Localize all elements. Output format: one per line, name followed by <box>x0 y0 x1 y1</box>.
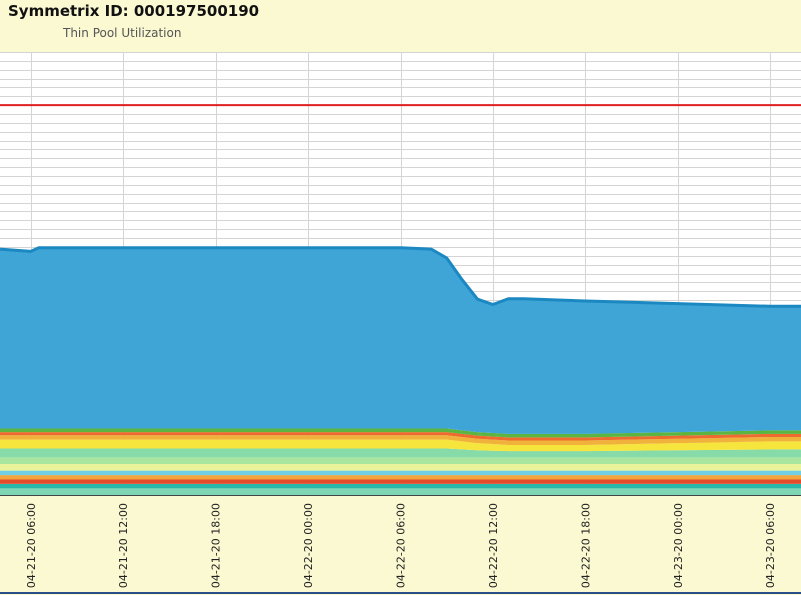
thin-pool-utilization-chart: 04-21-20 06:00 04-21-20 12:00 04-21-20 18:… <box>0 52 801 588</box>
x-tick-label: 04-21-20 06:00 <box>25 503 38 588</box>
x-tick-label: 04-22-20 18:00 <box>579 503 592 588</box>
area-series-10 <box>0 435 801 445</box>
x-tick-label: 04-23-20 00:00 <box>672 503 685 588</box>
area-series-2 <box>0 483 801 489</box>
area-series-1 <box>0 488 801 495</box>
bottom-border <box>0 592 801 594</box>
area-series-7 <box>0 457 801 464</box>
chart-subtitle: Thin Pool Utilization <box>63 26 182 40</box>
chart-header: Symmetrix ID: 000197500190 Thin Pool Uti… <box>0 0 801 52</box>
x-tick-label: 04-22-20 12:00 <box>487 503 500 588</box>
area-series-13 <box>0 247 801 434</box>
chart-title: Symmetrix ID: 000197500190 <box>8 2 260 20</box>
x-tick-label: 04-22-20 00:00 <box>302 503 315 588</box>
area-series-9 <box>0 439 801 452</box>
area-series-11 <box>0 432 801 441</box>
area-series-5 <box>0 470 801 476</box>
x-tick-label: 04-21-20 18:00 <box>210 503 223 588</box>
area-series-13-edge <box>0 246 801 308</box>
x-tick-label: 04-23-20 06:00 <box>764 503 777 588</box>
x-tick-label: 04-21-20 12:00 <box>117 503 130 588</box>
area-series-3 <box>0 479 801 484</box>
area-series-8 <box>0 448 801 458</box>
area-series-12 <box>0 428 801 438</box>
area-series-6 <box>0 463 801 471</box>
x-tick-label: 04-22-20 06:00 <box>395 503 408 588</box>
area-series-4 <box>0 475 801 480</box>
